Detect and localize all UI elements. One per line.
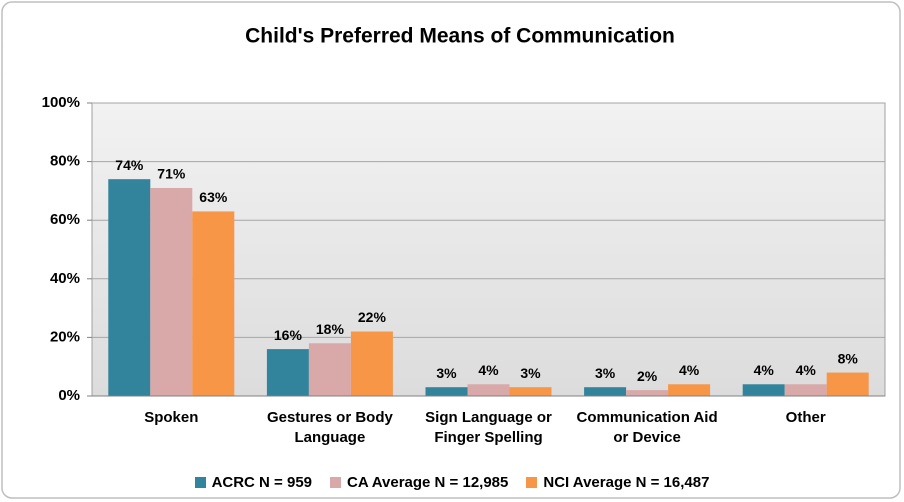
legend: ACRC N = 959 CA Average N = 12,985 NCI Ave… — [0, 474, 904, 491]
data-label: 3% — [520, 365, 541, 381]
legend-swatch — [526, 477, 538, 488]
data-label: 22% — [358, 309, 387, 325]
data-label: 4% — [478, 362, 499, 378]
bar — [150, 187, 193, 396]
data-label: 63% — [199, 189, 228, 205]
data-label: 4% — [796, 362, 817, 378]
x-tick-label: Sign Language or Finger Spelling — [425, 409, 552, 446]
y-tick-label: 40% — [50, 270, 80, 287]
bar — [668, 384, 711, 396]
bar — [350, 331, 393, 396]
data-label: 16% — [274, 327, 303, 343]
data-label: 74% — [115, 157, 144, 173]
legend-item: ACRC N = 959 — [194, 474, 313, 491]
bar — [584, 387, 627, 396]
data-label: 3% — [595, 365, 616, 381]
y-tick-label: 60% — [50, 211, 80, 228]
legend-item: NCI Average N = 16,487 — [526, 474, 709, 491]
legend-swatch — [194, 477, 206, 488]
y-tick-label: 20% — [50, 328, 80, 345]
bar — [108, 179, 151, 396]
bar — [425, 387, 468, 396]
chart-title: Child's Preferred Means of Communication — [245, 25, 675, 48]
bar — [266, 349, 309, 396]
data-label: 18% — [316, 321, 345, 337]
y-tick-label: 80% — [50, 153, 80, 170]
bar — [742, 384, 785, 396]
bar — [626, 390, 669, 396]
bar — [308, 343, 351, 396]
bar — [509, 387, 552, 396]
data-label: 4% — [754, 362, 775, 378]
legend-label: NCI Average N = 16,487 — [543, 474, 710, 491]
bar — [784, 384, 827, 396]
legend-swatch — [330, 477, 342, 488]
legend-item: CA Average N = 12,985 — [330, 474, 508, 491]
legend-label: ACRC N = 959 — [211, 474, 313, 491]
x-tick-label: Gestures or Body Language — [266, 409, 393, 446]
y-tick-label: 0% — [58, 387, 80, 404]
bar — [826, 372, 869, 396]
data-label: 71% — [157, 166, 186, 182]
data-label: 4% — [679, 362, 700, 378]
bar — [467, 384, 510, 396]
data-label: 3% — [436, 365, 457, 381]
x-tick-label: Communication Aid or Device — [576, 409, 718, 446]
bar — [192, 211, 235, 396]
data-label: 2% — [637, 368, 658, 384]
x-tick-label: Spoken — [144, 409, 199, 426]
data-label: 8% — [838, 350, 859, 366]
x-tick-label: Other — [785, 409, 826, 426]
legend-label: CA Average N = 12,985 — [347, 474, 509, 491]
y-tick-label: 100% — [42, 94, 80, 111]
